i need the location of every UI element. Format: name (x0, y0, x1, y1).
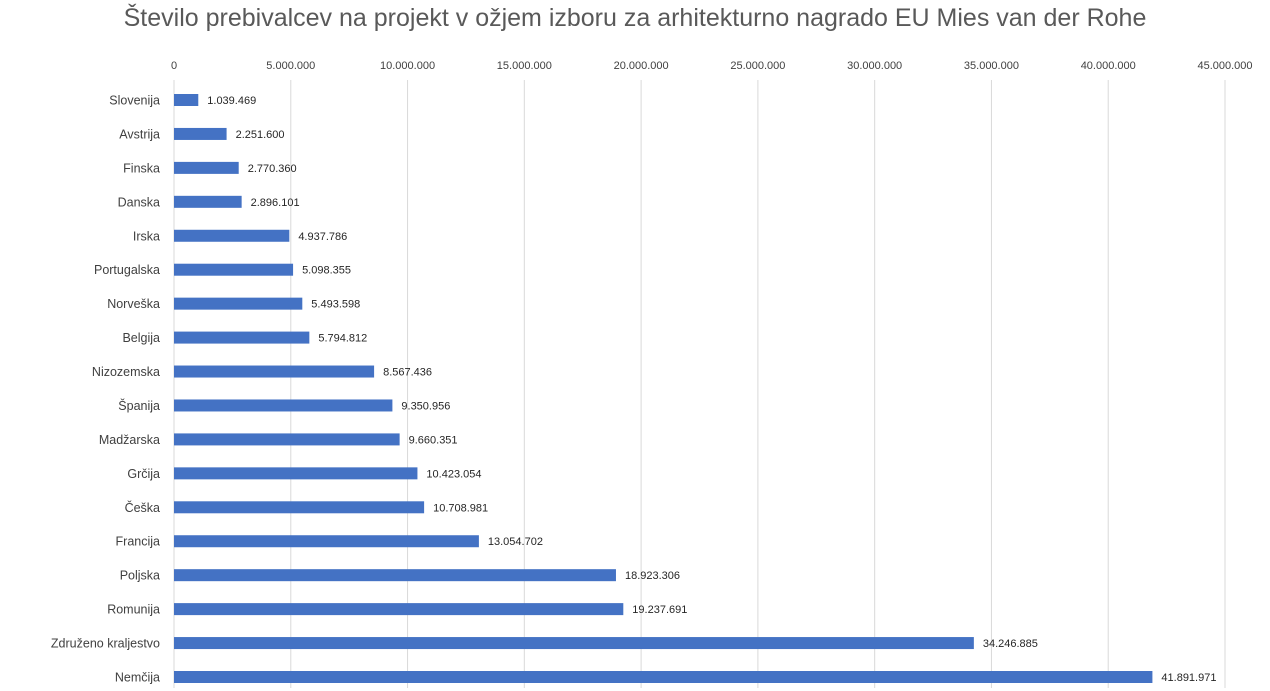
data-label: 8.567.436 (383, 367, 432, 379)
category-label: Združeno kraljestvo (51, 637, 160, 651)
category-label: Nizozemska (92, 365, 160, 379)
bar (174, 331, 310, 344)
data-label: 10.708.981 (433, 502, 488, 514)
category-label: Avstrija (119, 127, 160, 141)
bar (174, 195, 242, 208)
category-label: Romunija (107, 603, 160, 617)
category-label: Španija (118, 398, 160, 413)
category-label: Poljska (120, 569, 160, 583)
data-label: 4.937.786 (298, 231, 347, 243)
category-label: Finska (123, 161, 160, 175)
data-label: 9.660.351 (409, 434, 458, 446)
category-label: Grčija (127, 467, 160, 481)
bar (174, 467, 418, 480)
bar (174, 127, 227, 140)
x-tick-label: 15.000.000 (497, 60, 552, 72)
data-label: 41.891.971 (1161, 672, 1216, 684)
x-tick-label: 30.000.000 (847, 60, 902, 72)
bar (174, 433, 400, 446)
data-label: 13.054.702 (488, 536, 543, 548)
bar (174, 94, 199, 106)
bar (174, 501, 425, 514)
x-tick-label: 45.000.000 (1197, 60, 1252, 72)
data-label: 5.098.355 (302, 265, 351, 277)
bar (174, 297, 303, 310)
category-label: Portugalska (94, 263, 160, 277)
data-label: 10.423.054 (426, 468, 481, 480)
bar (174, 161, 239, 174)
category-label: Irska (133, 229, 160, 243)
data-label: 2.770.360 (248, 163, 297, 175)
bar (174, 229, 290, 242)
data-label: 5.794.812 (318, 333, 367, 345)
category-label: Slovenija (109, 94, 160, 108)
x-tick-label: 10.000.000 (380, 60, 435, 72)
category-label: Francija (116, 535, 161, 549)
bar (174, 535, 479, 548)
bar (174, 603, 624, 616)
x-tick-label: 25.000.000 (730, 60, 785, 72)
data-label: 18.923.306 (625, 570, 680, 582)
x-tick-label: 35.000.000 (964, 60, 1019, 72)
data-label: 34.246.885 (983, 638, 1038, 650)
x-tick-label: 40.000.000 (1081, 60, 1136, 72)
data-label: 2.896.101 (251, 197, 300, 209)
data-label: 5.493.598 (311, 299, 360, 311)
category-label: Madžarska (99, 433, 160, 447)
category-label: Norveška (107, 297, 160, 311)
chart-title: Število prebivalcev na projekt v ožjem i… (123, 4, 1147, 32)
bar (174, 263, 294, 276)
category-label: Belgija (122, 331, 160, 345)
bar (174, 399, 393, 412)
data-label: 2.251.600 (236, 129, 285, 141)
x-tick-label: 5.000.000 (266, 60, 315, 72)
data-label: 19.237.691 (632, 604, 687, 616)
data-label: 1.039.469 (207, 95, 256, 107)
x-tick-label: 0 (171, 60, 177, 72)
bar (174, 671, 1153, 683)
bar (174, 365, 375, 378)
bar (174, 569, 616, 582)
category-label: Nemčija (115, 671, 160, 685)
bar (174, 637, 974, 650)
category-label: Češka (125, 500, 160, 515)
data-label: 9.350.956 (401, 400, 450, 412)
x-tick-label: 20.000.000 (614, 60, 669, 72)
category-label: Danska (118, 195, 160, 209)
